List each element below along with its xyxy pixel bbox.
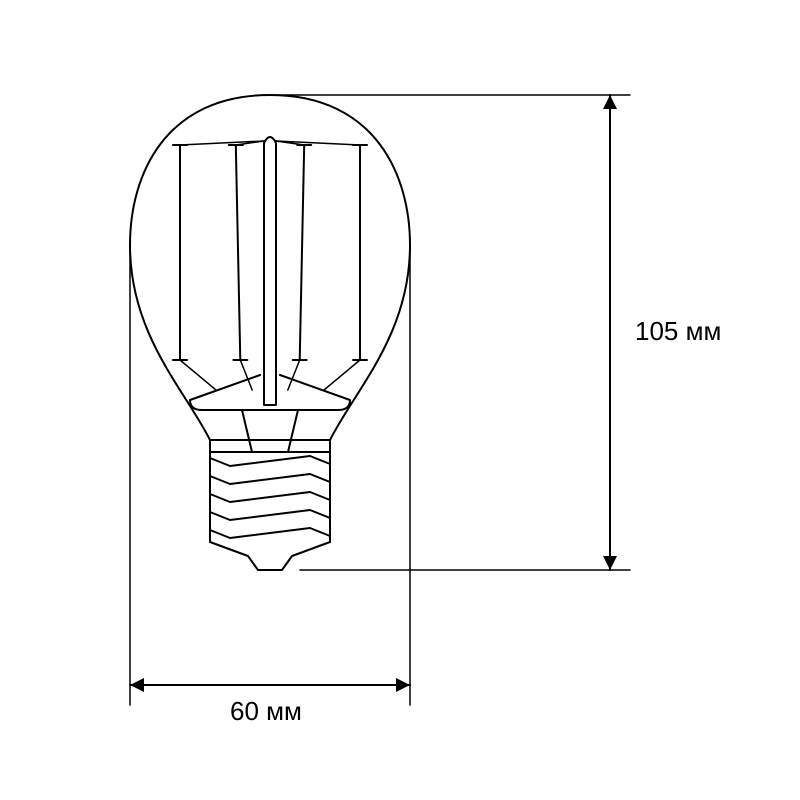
stem: [264, 137, 276, 405]
filament-connector: [324, 360, 360, 390]
filament: [300, 145, 305, 360]
screw-thread: [210, 492, 330, 502]
base-tip: [210, 542, 330, 570]
arrowhead: [603, 95, 617, 109]
screw-thread: [210, 474, 330, 484]
filament: [236, 145, 241, 360]
arrowhead: [603, 556, 617, 570]
screw-thread: [210, 510, 330, 520]
filament-connector: [180, 360, 216, 390]
bulb-dimension-diagram: 105 мм 60 мм: [0, 0, 800, 800]
arrowhead: [130, 678, 144, 692]
screw-thread: [210, 456, 330, 466]
filament-connector: [240, 360, 252, 390]
bulb-glass-outline: [130, 95, 410, 452]
screw-thread: [210, 528, 330, 538]
lead-wire: [288, 410, 298, 452]
filament-connector: [288, 360, 300, 390]
arrowhead: [396, 678, 410, 692]
lead-wire: [242, 410, 252, 452]
height-label: 105 мм: [635, 316, 721, 346]
width-label: 60 мм: [230, 696, 302, 726]
